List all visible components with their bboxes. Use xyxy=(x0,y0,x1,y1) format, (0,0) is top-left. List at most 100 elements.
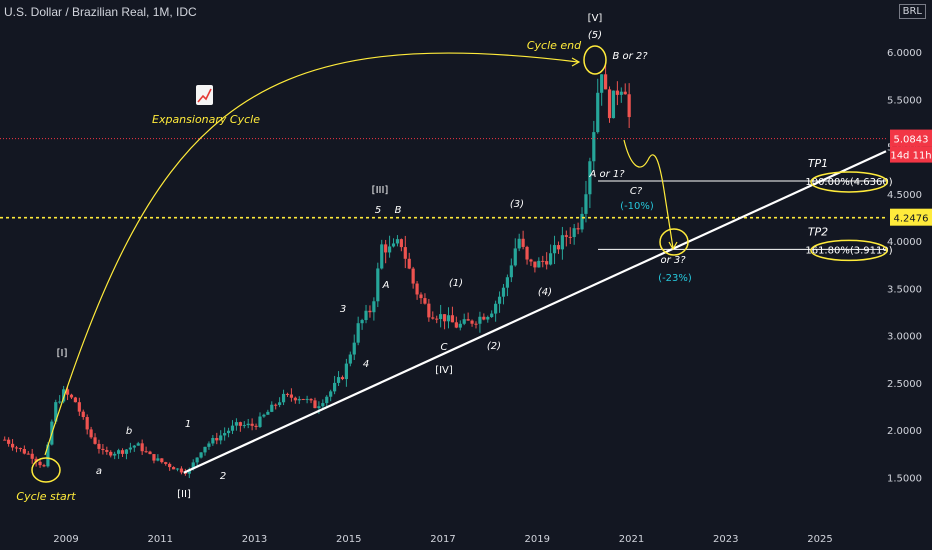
candle-body xyxy=(223,433,227,436)
candle-body xyxy=(497,296,502,304)
target-label-tp2: TP2 xyxy=(808,225,828,238)
candle-body xyxy=(144,451,148,453)
candles xyxy=(3,63,631,479)
current-price-label: 5.0843 xyxy=(894,135,929,146)
candle-body xyxy=(333,382,337,392)
candle-body xyxy=(368,310,372,313)
candle-body xyxy=(199,452,203,458)
candle-body xyxy=(529,259,533,262)
candle-body xyxy=(278,402,282,406)
y-tick-2.5000: 2.5000 xyxy=(887,379,922,390)
candle-body xyxy=(490,313,494,317)
candle-body xyxy=(525,246,529,260)
candle-body xyxy=(611,90,616,119)
candle-body xyxy=(281,393,286,403)
candle-body xyxy=(576,228,580,230)
candle-body xyxy=(171,467,176,470)
projection-path xyxy=(623,139,674,249)
candle-body xyxy=(203,446,207,453)
candle-body xyxy=(552,245,557,254)
candle-body xyxy=(262,414,266,417)
candle-body xyxy=(270,404,274,412)
candle-body xyxy=(458,323,462,328)
candle-body xyxy=(387,246,392,253)
candle-body xyxy=(58,401,62,403)
candle-body xyxy=(470,320,474,324)
wave-major-2: [II] xyxy=(177,489,191,500)
candle-body xyxy=(18,448,23,450)
note-minus-10: (-10%) xyxy=(620,201,654,212)
candle-body xyxy=(360,320,364,324)
candle-body xyxy=(77,402,81,412)
candle-body xyxy=(478,316,482,324)
x-tick-2021: 2021 xyxy=(619,534,644,545)
candle-body xyxy=(462,319,466,324)
candle-body xyxy=(615,90,619,95)
candle-body xyxy=(623,91,627,95)
cycle-start-circle xyxy=(31,457,61,483)
candle-body xyxy=(486,316,490,320)
candle-body xyxy=(431,317,435,319)
x-tick-2013: 2013 xyxy=(242,534,267,545)
candle-body xyxy=(423,298,427,304)
candle-body xyxy=(556,245,561,250)
note-a-or-1: A or 1? xyxy=(588,169,625,180)
current-price-tag xyxy=(890,129,932,147)
note-b-or-2: B or 2? xyxy=(612,51,648,62)
candle-body xyxy=(572,228,576,238)
candle-body xyxy=(164,462,168,464)
currency-badge[interactable]: BRL xyxy=(898,4,926,19)
candle-body xyxy=(34,458,38,462)
candle-body xyxy=(301,399,305,401)
candle-body xyxy=(250,423,254,426)
candle-body xyxy=(285,393,290,395)
candle-body xyxy=(592,132,596,162)
candle-body xyxy=(289,394,294,398)
candle-body xyxy=(101,448,105,451)
chart-emoji-line xyxy=(197,88,212,103)
wave-major-4: [IV] xyxy=(435,365,453,376)
candle-body xyxy=(160,458,164,463)
projection-arrowhead xyxy=(668,241,678,251)
candle-body xyxy=(364,310,368,321)
projection-target-circle xyxy=(659,228,689,256)
candle-body xyxy=(246,423,250,426)
candle-body xyxy=(152,454,156,461)
candle-body xyxy=(136,443,140,446)
target-value-tp2: 161.80%(3.9119) xyxy=(805,245,892,256)
y-tick-2.0000: 2.0000 xyxy=(887,426,922,437)
candle-body xyxy=(474,323,478,325)
candle-body xyxy=(454,322,458,328)
candle-body xyxy=(537,260,541,268)
target-label-tp1: TP1 xyxy=(808,157,828,170)
candle-body xyxy=(305,398,309,400)
wave-paren-5: (5) xyxy=(588,30,602,41)
candle-body xyxy=(407,258,411,269)
chart-title: U.S. Dollar / Brazilian Real, 1M, IDC xyxy=(4,5,197,19)
note-or-3: or 3? xyxy=(660,255,686,266)
candle-body xyxy=(376,268,380,302)
candle-body xyxy=(415,283,419,295)
candle-body xyxy=(46,444,50,467)
candle-body xyxy=(105,450,109,452)
candle-body xyxy=(403,247,407,259)
candle-body xyxy=(85,417,89,430)
cycle-end-circle xyxy=(583,45,607,75)
candle-body xyxy=(521,238,525,247)
candle-body xyxy=(93,437,97,444)
candle-body xyxy=(384,244,388,253)
candle-body xyxy=(411,268,415,284)
y-tick-6.0000: 6.0000 xyxy=(887,48,922,59)
x-tick-2023: 2023 xyxy=(713,534,738,545)
x-tick-2011: 2011 xyxy=(148,534,173,545)
candle-body xyxy=(564,235,568,237)
candle-body xyxy=(395,239,400,244)
candle-body xyxy=(549,253,553,265)
wave-minor-C: C xyxy=(441,342,448,353)
candle-body xyxy=(352,342,356,355)
candle-body xyxy=(509,265,513,278)
candle-body xyxy=(568,236,572,238)
candle-body xyxy=(450,315,455,323)
wave-minor-1: 1 xyxy=(185,419,191,430)
